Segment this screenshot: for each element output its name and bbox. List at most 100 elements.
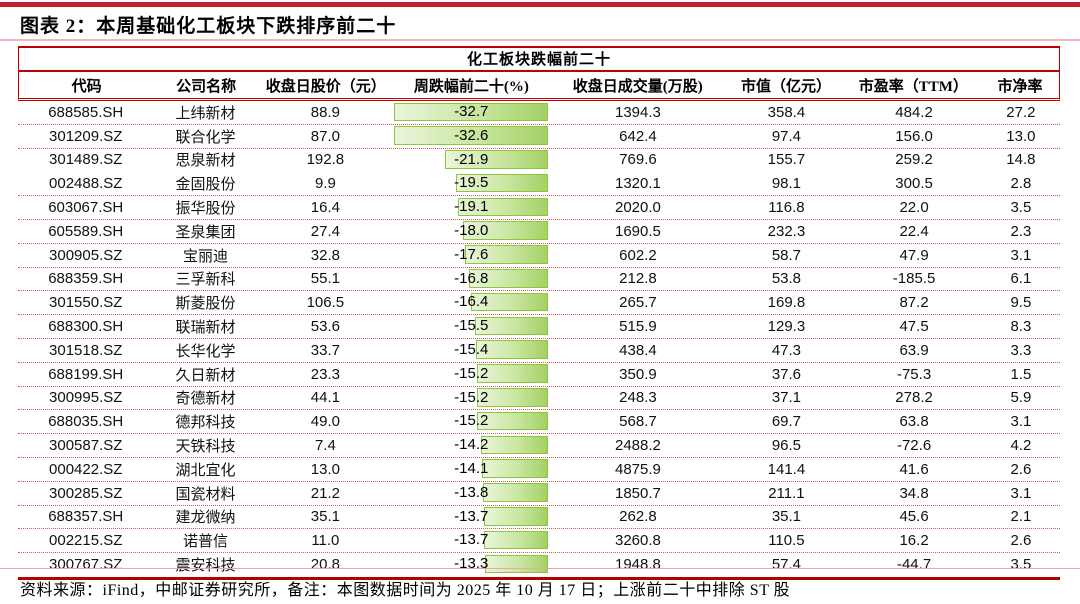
cell-pb: 4.2 <box>1010 437 1032 455</box>
cell-decline: -14.2 <box>393 434 549 457</box>
cell-pb: 27.2 <box>1006 103 1036 121</box>
cell-code: 300995.SZ <box>49 389 123 407</box>
decline-data-bar <box>475 316 549 336</box>
cell-decline: -15.2 <box>393 387 549 410</box>
cell-mktcap: 57.4 <box>771 556 802 574</box>
cell-volume: 515.9 <box>619 318 657 336</box>
cell-mktcap: 35.1 <box>771 508 802 526</box>
decline-data-bar <box>393 102 549 121</box>
cell-mktcap: 116.8 <box>768 199 805 217</box>
cell-pe: -44.7 <box>896 556 932 574</box>
source-note: 资料来源：iFind，中邮证券研究所，备注：本图数据时间为 2025 年 10 … <box>20 582 791 599</box>
cell-code: 300905.SZ <box>49 246 123 264</box>
cell-volume: 1320.1 <box>615 175 661 193</box>
cell-code: 688035.SH <box>48 413 124 431</box>
table-row: 002488.SZ 金固股份 9.9 -19.5 1320.1 98.1 300.5 2.8 <box>18 172 1060 197</box>
cell-name: 联瑞新材 <box>175 320 236 337</box>
cell-pe: 22.0 <box>899 199 929 217</box>
decline-value: -32.6 <box>454 126 489 144</box>
cell-code: 002215.SZ <box>49 532 123 550</box>
figure-title: 图表 2：本周基础化工板块下跌排序前二十 <box>20 16 397 37</box>
cell-decline: -17.6 <box>393 244 549 267</box>
table-row: 688585.SH 上纬新材 88.9 -32.7 1394.3 358.4 484.2 27… <box>18 101 1060 125</box>
cell-mktcap: 169.8 <box>767 294 806 312</box>
decline-data-bar <box>456 173 549 193</box>
cell-decline: -13.8 <box>393 482 549 505</box>
cell-name: 国瓷材料 <box>175 486 236 503</box>
cell-name: 斯菱股份 <box>175 296 236 313</box>
cell-decline: -14.1 <box>393 458 549 481</box>
cell-volume: 1690.5 <box>615 222 661 240</box>
decline-value: -13.7 <box>454 507 489 525</box>
cell-code: 301489.SZ <box>49 151 123 169</box>
cell-volume: 1948.8 <box>615 556 661 574</box>
cell-name: 奇德新材 <box>175 391 236 408</box>
table-row: 300995.SZ 奇德新材 44.1 -15.2 248.3 37.1 278.2 5.9 <box>18 387 1060 411</box>
cell-mktcap: 211.1 <box>768 484 805 502</box>
cell-price: 106.5 <box>306 294 345 312</box>
cell-mktcap: 97.4 <box>771 127 802 145</box>
cell-decline: -19.5 <box>393 172 549 195</box>
cell-pe: 484.2 <box>895 103 933 121</box>
cell-pe: 22.4 <box>899 222 929 240</box>
cell-name: 思泉新材 <box>175 153 236 170</box>
cell-code: 301518.SZ <box>49 341 123 359</box>
decline-value: -18.0 <box>454 221 489 239</box>
cell-pe: 16.2 <box>899 532 929 550</box>
column-header-5: 市值（亿元） <box>740 78 831 95</box>
cell-pe: 63.9 <box>899 341 929 359</box>
cell-decline: -15.5 <box>393 315 549 338</box>
decline-value: -16.8 <box>454 269 489 287</box>
cell-name: 诺普信 <box>183 534 229 551</box>
table-row: 688357.SH 建龙微纳 35.1 -13.7 262.8 35.1 45.6 2.1 <box>18 506 1060 530</box>
cell-name: 湖北宜化 <box>175 462 236 479</box>
decline-value: -16.4 <box>454 293 489 311</box>
cell-code: 301550.SZ <box>49 294 123 312</box>
cell-pe: 300.5 <box>895 175 933 193</box>
cell-volume: 3260.8 <box>615 532 661 550</box>
cell-name: 宝丽迪 <box>183 248 229 265</box>
decline-value: -19.5 <box>454 174 489 192</box>
decline-value: -19.1 <box>454 198 489 216</box>
cell-decline: -13.7 <box>393 506 549 529</box>
cell-mktcap: 155.7 <box>767 151 806 169</box>
cell-price: 20.8 <box>310 556 340 574</box>
cell-decline: -18.0 <box>393 220 549 243</box>
cell-volume: 4875.9 <box>615 460 661 478</box>
decline-data-bar <box>444 150 549 169</box>
cell-volume: 568.7 <box>619 413 657 431</box>
table-row: 301209.SZ 联合化学 87.0 -32.6 642.4 97.4 156.0 13.0 <box>18 125 1060 149</box>
cell-price: 16.4 <box>310 199 340 217</box>
cell-volume: 248.3 <box>619 389 657 407</box>
title-underline-rule <box>0 39 1080 41</box>
cell-price: 192.8 <box>306 151 345 169</box>
cell-pb: 14.8 <box>1006 151 1036 169</box>
decline-data-bar <box>481 435 549 455</box>
decline-data-bar <box>476 388 549 407</box>
cell-volume: 350.9 <box>619 365 657 383</box>
cell-volume: 212.8 <box>619 270 657 288</box>
cell-name: 震安科技 <box>175 558 236 575</box>
cell-pe: 259.2 <box>895 151 933 169</box>
column-header-6: 市盈率（TTM） <box>858 78 968 95</box>
cell-pb: 3.1 <box>1010 413 1032 431</box>
table-row: 300767.SZ 震安科技 20.8 -13.3 1948.8 57.4 -44.7 3.5 <box>18 553 1060 577</box>
decline-value: -15.2 <box>454 364 489 382</box>
table-row: 300587.SZ 天铁科技 7.4 -14.2 2488.2 96.5 -72.6 4.2 <box>18 434 1060 458</box>
table-row: 603067.SH 振华股份 16.4 -19.1 2020.0 116.8 22.0 3.5 <box>18 196 1060 220</box>
cell-volume: 602.2 <box>619 246 657 264</box>
cell-pb: 2.1 <box>1010 508 1032 526</box>
cell-mktcap: 37.1 <box>771 389 802 407</box>
cell-mktcap: 58.7 <box>771 246 802 264</box>
decline-data-bar <box>394 126 549 145</box>
cell-name: 振华股份 <box>175 201 236 218</box>
decline-value: -14.1 <box>454 459 489 477</box>
decline-data-bar <box>476 364 549 383</box>
cell-name: 三孚新科 <box>175 272 236 289</box>
column-header-4: 收盘日成交量(万股) <box>572 78 703 95</box>
cell-decline: -15.4 <box>393 339 549 362</box>
cell-name: 德邦科技 <box>175 415 236 432</box>
cell-pb: 2.8 <box>1010 175 1032 193</box>
cell-pe: -185.5 <box>892 270 936 288</box>
